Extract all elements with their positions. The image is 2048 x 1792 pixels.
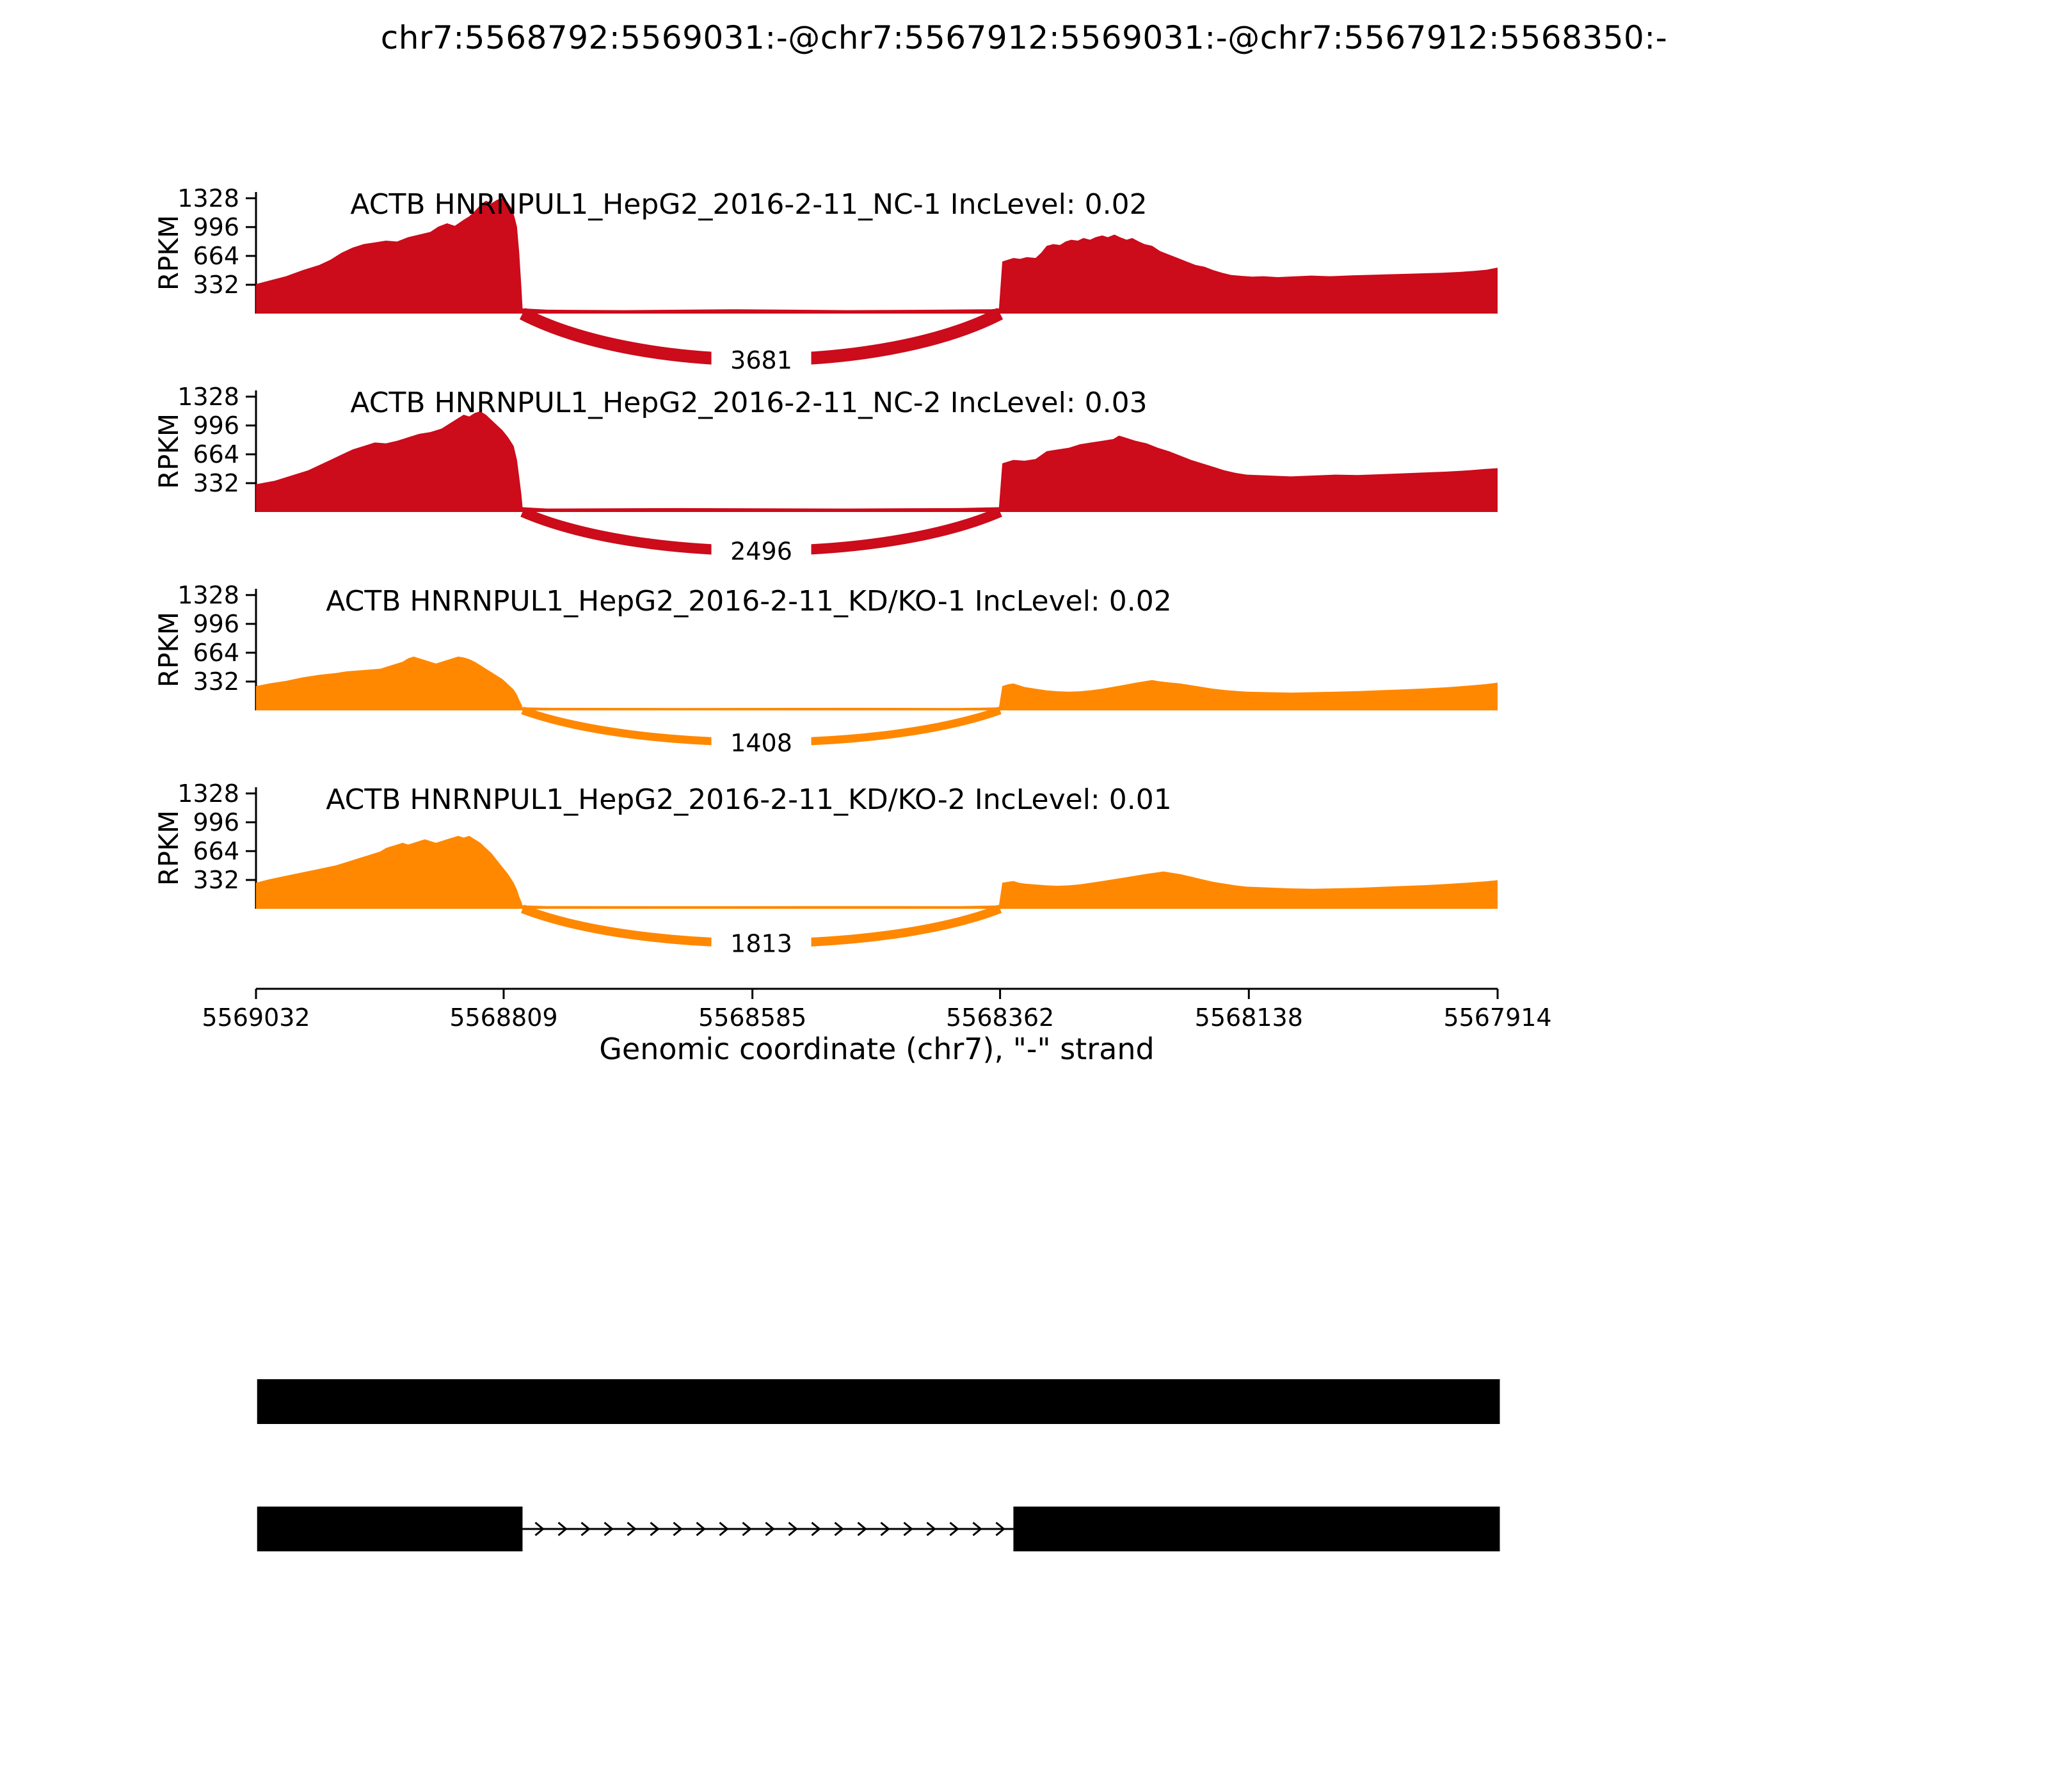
x-tick-label: 5568138 bbox=[1195, 1004, 1303, 1032]
y-tick-label: 664 bbox=[193, 837, 239, 865]
coverage-area bbox=[256, 411, 1498, 512]
y-tick-label: 1328 bbox=[177, 383, 239, 411]
coverage-area bbox=[256, 656, 1498, 710]
y-tick-label: 332 bbox=[193, 668, 239, 696]
y-tick-label: 664 bbox=[193, 242, 239, 270]
intron-arrow-icon bbox=[765, 1521, 775, 1537]
junction-count-label: 1408 bbox=[730, 729, 792, 757]
y-tick-label: 996 bbox=[193, 412, 239, 440]
coverage-area bbox=[256, 198, 1498, 314]
intron-arrow-icon bbox=[604, 1521, 614, 1537]
intron-arrow-icon bbox=[557, 1521, 568, 1537]
y-tick-label: 996 bbox=[193, 213, 239, 241]
x-axis: 5569032 5568809 5568585 5568362 5568138 55679… bbox=[202, 988, 1552, 1032]
y-tick-label: 664 bbox=[193, 440, 239, 468]
track-title: ACTB HNRNPUL1_HepG2_2016-2-11_KD/KO-1 In… bbox=[326, 585, 1171, 618]
exon-block bbox=[257, 1507, 523, 1551]
x-tick-label: 5568809 bbox=[449, 1004, 557, 1032]
intron-arrow-icon bbox=[650, 1521, 660, 1537]
y-axis-unit-label: RPKM bbox=[153, 612, 184, 687]
intron-arrow-icon bbox=[949, 1521, 959, 1537]
intron-arrow-icon bbox=[673, 1521, 683, 1537]
intron-arrow-icon bbox=[857, 1521, 867, 1537]
x-tick-label: 5567914 bbox=[1443, 1004, 1551, 1032]
gene-model-1 bbox=[257, 1507, 1500, 1551]
y-axis-unit-label: RPKM bbox=[153, 810, 184, 886]
intron-arrow-icon bbox=[627, 1521, 637, 1537]
x-tick-label: 5568362 bbox=[946, 1004, 1054, 1032]
intron-arrow-icon bbox=[880, 1521, 890, 1537]
intron-arrow-icon bbox=[580, 1521, 591, 1537]
intron-arrow-icon bbox=[719, 1521, 729, 1537]
track-title: ACTB HNRNPUL1_HepG2_2016-2-11_KD/KO-2 In… bbox=[326, 783, 1171, 816]
junction-count-label: 2496 bbox=[730, 537, 792, 565]
junction-count-bg bbox=[711, 340, 812, 378]
y-tick-label: 664 bbox=[193, 639, 239, 667]
y-tick-label: 996 bbox=[193, 808, 239, 836]
exon-block bbox=[257, 1379, 1500, 1424]
intron-arrow-icon bbox=[534, 1521, 545, 1537]
intron-arrow-icon bbox=[742, 1521, 752, 1537]
intron-arrow-icon bbox=[926, 1521, 936, 1537]
track-title: ACTB HNRNPUL1_HepG2_2016-2-11_NC-2 IncLe… bbox=[350, 387, 1147, 419]
junction-count-label: 1813 bbox=[730, 930, 792, 958]
plot-title: chr7:5568792:5569031:-@chr7:5567912:5569… bbox=[380, 19, 1668, 56]
intron-arrow-icon bbox=[972, 1521, 982, 1537]
y-tick-label: 1328 bbox=[177, 184, 239, 212]
intron-arrow-icon bbox=[903, 1521, 913, 1537]
junction-count-bg bbox=[711, 531, 812, 569]
junction-count-bg bbox=[711, 924, 812, 961]
y-tick-label: 332 bbox=[193, 866, 239, 894]
track-title: ACTB HNRNPUL1_HepG2_2016-2-11_NC-1 IncLe… bbox=[350, 188, 1147, 221]
intron-arrow-icon bbox=[788, 1521, 798, 1537]
x-axis-title: Genomic coordinate (chr7), "-" strand bbox=[599, 1032, 1155, 1066]
y-tick-label: 332 bbox=[193, 271, 239, 299]
y-axis-unit-label: RPKM bbox=[153, 413, 184, 489]
intron-arrow-icon bbox=[811, 1521, 821, 1537]
gene-model-0 bbox=[257, 1379, 1500, 1424]
y-axis-unit-label: RPKM bbox=[153, 215, 184, 291]
y-tick-label: 332 bbox=[193, 469, 239, 497]
exon-block bbox=[1013, 1507, 1500, 1551]
intron-arrow-icon bbox=[834, 1521, 844, 1537]
y-tick-label: 996 bbox=[193, 610, 239, 638]
y-tick-label: 1328 bbox=[177, 780, 239, 808]
junction-count-label: 3681 bbox=[730, 346, 792, 374]
intron-arrow-icon bbox=[995, 1521, 1005, 1537]
y-tick-label: 1328 bbox=[177, 581, 239, 609]
junction-count-bg bbox=[711, 723, 812, 760]
intron-arrow-icon bbox=[696, 1521, 706, 1537]
x-tick-label: 5568585 bbox=[698, 1004, 806, 1032]
x-tick-label: 5569032 bbox=[202, 1004, 310, 1032]
coverage-area bbox=[256, 836, 1498, 909]
